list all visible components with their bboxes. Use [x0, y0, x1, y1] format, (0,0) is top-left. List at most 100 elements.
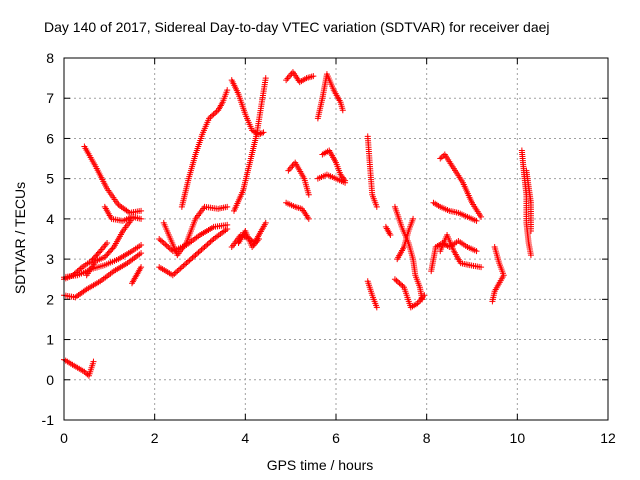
data-point	[262, 75, 269, 82]
data-point	[138, 242, 145, 249]
y-axis-label: SDTVAR / TECUs	[12, 181, 28, 295]
data-point	[105, 249, 112, 256]
data-point	[106, 248, 113, 255]
data-point	[162, 241, 169, 248]
data-point	[103, 252, 110, 259]
data-point	[90, 358, 97, 365]
data-point	[181, 261, 188, 268]
data-point	[342, 179, 349, 186]
y-tick-label: 4	[46, 211, 54, 227]
data-point	[224, 87, 231, 94]
data-point	[204, 241, 211, 248]
x-tick-label: 2	[151, 430, 159, 446]
data-point	[489, 298, 496, 305]
data-point	[138, 250, 145, 257]
data-point	[157, 237, 164, 244]
data-point	[478, 213, 485, 220]
data-point	[391, 276, 398, 283]
data-point	[138, 215, 145, 222]
data-point	[207, 238, 214, 245]
data-point	[184, 258, 191, 265]
data-point	[186, 257, 193, 264]
data-point	[473, 217, 480, 224]
data-point	[410, 215, 417, 222]
y-tick-label: 6	[46, 130, 54, 146]
data-point	[437, 155, 444, 162]
data-point	[101, 254, 108, 261]
data-point	[174, 268, 181, 275]
data-point	[394, 278, 401, 285]
data-point	[178, 264, 185, 271]
chart-title: Day 140 of 2017, Sidereal Day-to-day VTE…	[44, 19, 550, 35]
x-tick-label: 4	[241, 430, 249, 446]
x-tick-label: 12	[600, 430, 616, 446]
y-tick-label: -1	[42, 412, 55, 428]
x-axis-label: GPS time / hours	[266, 457, 374, 473]
data-point	[212, 109, 219, 116]
data-point	[373, 304, 380, 311]
data-point	[187, 256, 194, 263]
data-point	[129, 215, 135, 222]
data-point	[255, 236, 262, 242]
data-point	[305, 215, 312, 222]
data-point	[527, 227, 534, 234]
data-point	[210, 111, 217, 118]
x-tick-label: 10	[510, 430, 526, 446]
data-point	[156, 236, 163, 242]
data-point	[109, 245, 116, 252]
data-point	[373, 203, 380, 210]
data-point	[159, 238, 166, 245]
data-point	[89, 256, 96, 263]
data-point	[397, 281, 404, 288]
data-point	[197, 248, 203, 255]
grid	[64, 58, 608, 420]
data-point	[192, 252, 199, 259]
data-point	[438, 154, 445, 161]
data-point	[260, 129, 267, 136]
data-point	[258, 130, 265, 137]
data-point	[138, 207, 145, 214]
data-point	[94, 250, 101, 257]
data-point	[198, 246, 205, 253]
data-point	[224, 203, 231, 210]
data-points	[61, 69, 534, 379]
data-point	[95, 249, 102, 256]
data-point	[473, 248, 480, 255]
data-point	[195, 249, 202, 256]
data-point	[190, 253, 197, 260]
data-point	[393, 277, 400, 284]
y-tick-label: 8	[46, 50, 54, 66]
data-point	[138, 264, 145, 271]
data-point	[339, 107, 346, 114]
data-point	[396, 280, 403, 287]
data-point	[177, 265, 184, 272]
data-point	[180, 262, 187, 269]
data-point	[206, 240, 213, 247]
data-point	[104, 240, 111, 247]
data-point	[104, 251, 111, 258]
data-point	[92, 253, 99, 260]
x-tick-label: 8	[423, 430, 431, 446]
y-tick-label: 7	[46, 90, 54, 106]
y-tick-label: 5	[46, 171, 54, 187]
y-tick-label: 2	[46, 291, 54, 307]
data-point	[183, 260, 190, 267]
data-point	[224, 221, 231, 228]
data-point	[527, 252, 534, 259]
data-point	[478, 264, 485, 271]
data-point	[175, 266, 182, 273]
data-point	[201, 244, 208, 251]
data-point	[257, 130, 264, 137]
y-tick-label: 0	[46, 372, 54, 388]
y-tick-label: 1	[46, 332, 54, 348]
x-tick-label: 0	[60, 430, 68, 446]
data-point	[93, 252, 100, 259]
x-tick-label: 6	[332, 430, 340, 446]
data-point	[193, 250, 200, 257]
data-point	[108, 246, 115, 253]
data-point	[387, 231, 394, 238]
data-point	[171, 270, 178, 277]
